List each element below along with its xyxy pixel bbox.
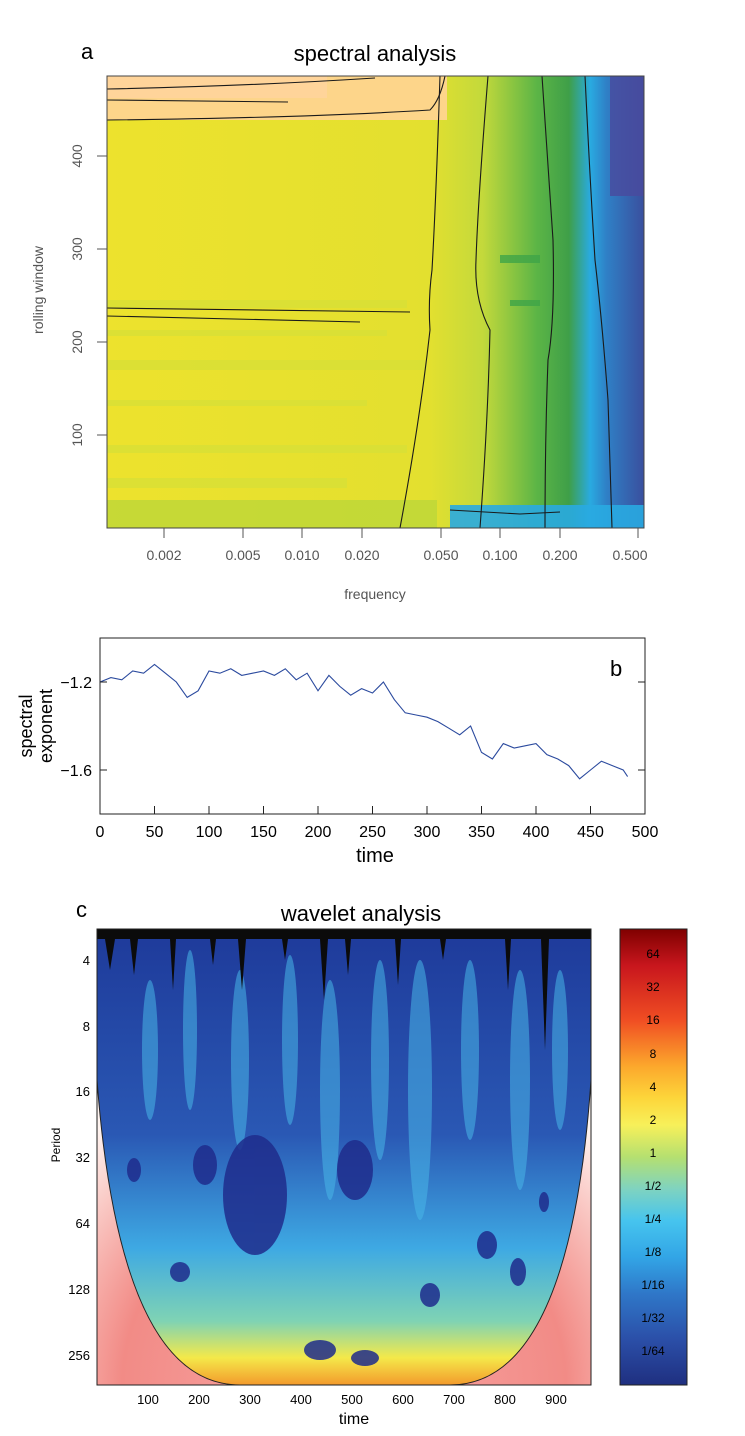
svg-text:exponent: exponent — [36, 689, 56, 763]
colorbar-label: 1 — [650, 1146, 657, 1160]
panel-label-c: c — [76, 897, 87, 922]
exponent-ylabel: spectral exponent — [16, 689, 56, 763]
y-tick-label: 8 — [83, 1019, 90, 1034]
spectral-xlabel: frequency — [344, 586, 405, 602]
colorbar-label: 1/2 — [645, 1179, 662, 1193]
x-tick-label: 150 — [250, 824, 277, 841]
colorbar-label: 4 — [650, 1080, 657, 1094]
panel-a: a spectral analysis — [30, 39, 648, 602]
spectral-plot-frame — [106, 75, 645, 529]
x-tick-label: 500 — [341, 1392, 363, 1407]
exponent-xlabel: time — [356, 845, 394, 867]
x-tick-label: 0.002 — [146, 547, 181, 563]
x-tick-label: 300 — [414, 824, 441, 841]
y-tick-label: 32 — [76, 1150, 90, 1165]
y-tick-label: 200 — [69, 330, 85, 354]
x-tick-label: 100 — [137, 1392, 159, 1407]
wavelet-xlabel: time — [339, 1411, 369, 1428]
x-tick-label: 0.005 — [225, 547, 260, 563]
y-tick-label: −1.2 — [60, 675, 92, 692]
colorbar-label: 8 — [650, 1047, 657, 1061]
panel-b: b 0 50 100 150 200 250 300 350 400 450 500 −1.2−1.… — [16, 637, 659, 867]
x-tick-label: 450 — [577, 824, 604, 841]
y-tick-label: 64 — [76, 1216, 90, 1231]
wavelet-title: wavelet analysis — [280, 901, 441, 926]
exponent-y-axis: −1.2 −1.6 — [60, 675, 645, 780]
wavelet-heatmap — [97, 929, 591, 1385]
panel-label-a: a — [81, 39, 94, 64]
x-tick-label: 600 — [392, 1392, 414, 1407]
y-tick-label: −1.6 — [60, 763, 92, 780]
x-tick-label: 100 — [196, 824, 223, 841]
x-tick-label: 250 — [359, 824, 386, 841]
x-tick-label: 800 — [494, 1392, 516, 1407]
x-tick-label: 700 — [443, 1392, 465, 1407]
colorbar-label: 1/64 — [641, 1344, 665, 1358]
x-tick-label: 400 — [290, 1392, 312, 1407]
spectral-x-axis: 0.002 0.005 0.010 0.020 0.050 0.100 0.20… — [146, 528, 648, 602]
y-tick-label: 100 — [69, 423, 85, 447]
exponent-plot-frame — [99, 637, 646, 815]
colorbar-label: 2 — [650, 1113, 657, 1127]
x-tick-label: 350 — [468, 824, 495, 841]
exponent-series-line — [99, 663, 629, 780]
y-tick-label: 256 — [68, 1348, 90, 1363]
wavelet-colorbar: 64 32 16 8 4 2 1 1/2 1/4 1/8 1/16 1/32 1… — [619, 928, 688, 1386]
colorbar-label: 16 — [646, 1013, 660, 1027]
x-tick-label: 200 — [188, 1392, 210, 1407]
wavelet-y-axis: 4 8 16 32 64 128 256 — [68, 953, 90, 1363]
exponent-x-axis: 0 50 100 150 200 250 300 350 400 450 500 — [96, 806, 659, 841]
wavelet-plot-frame — [96, 928, 592, 1386]
y-tick-label: 400 — [69, 144, 85, 168]
x-tick-label: 200 — [305, 824, 332, 841]
colorbar-label: 1/8 — [645, 1245, 662, 1259]
panel-label-b: b — [610, 656, 622, 681]
x-tick-label: 0.020 — [344, 547, 379, 563]
x-tick-label: 900 — [545, 1392, 567, 1407]
y-tick-label: 16 — [76, 1084, 90, 1099]
x-tick-label: 300 — [239, 1392, 261, 1407]
x-tick-label: 0.500 — [612, 547, 647, 563]
x-tick-label: 0.050 — [423, 547, 458, 563]
colorbar-label: 1/32 — [641, 1311, 665, 1325]
wavelet-ylabel: Period — [49, 1128, 63, 1163]
y-tick-label: 128 — [68, 1282, 90, 1297]
x-tick-label: 0.100 — [482, 547, 517, 563]
spectral-title: spectral analysis — [294, 41, 457, 66]
x-tick-label: 400 — [523, 824, 550, 841]
spectral-y-axis: 100 200 300 400 rolling window — [30, 144, 107, 447]
colorbar-label: 1/16 — [641, 1278, 665, 1292]
x-tick-label: 0.200 — [542, 547, 577, 563]
x-tick-label: 500 — [632, 824, 659, 841]
x-tick-label: 50 — [146, 824, 164, 841]
colorbar-label: 1/4 — [645, 1212, 662, 1226]
y-tick-label: 300 — [69, 237, 85, 261]
colorbar-label: 32 — [646, 980, 660, 994]
panel-c: c wavelet analysis — [49, 897, 688, 1428]
svg-text:spectral: spectral — [16, 694, 36, 757]
colorbar-label: 64 — [646, 947, 660, 961]
x-tick-label: 0 — [96, 824, 105, 841]
spectral-ylabel: rolling window — [30, 245, 46, 334]
y-tick-label: 4 — [83, 953, 90, 968]
wavelet-x-axis: 100 200 300 400 500 600 700 800 900 — [137, 1392, 567, 1407]
spectral-heatmap — [107, 76, 644, 528]
x-tick-label: 0.010 — [284, 547, 319, 563]
